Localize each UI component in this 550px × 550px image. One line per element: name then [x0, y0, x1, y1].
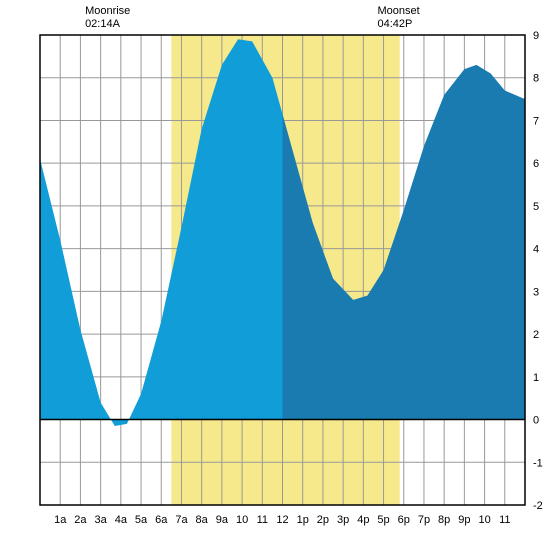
y-tick-label: 5 [533, 201, 539, 213]
x-tick-label: 8p [438, 514, 450, 526]
y-tick-label: 6 [533, 158, 539, 170]
x-tick-label: 7p [418, 514, 430, 526]
x-tick-label: 11 [257, 514, 268, 526]
x-tick-label: 11 [499, 514, 510, 526]
x-tick-label: 10 [236, 514, 248, 526]
x-tick-label: 4a [115, 514, 128, 526]
x-tick-label: 12 [276, 514, 288, 526]
y-tick-label: -1 [533, 457, 543, 469]
x-tick-label: 2p [317, 514, 329, 526]
x-tick-label: 9p [458, 514, 470, 526]
moonrise-time: 02:14A [85, 18, 121, 30]
x-tick-label: 1p [297, 514, 309, 526]
x-tick-label: 9a [216, 514, 229, 526]
y-tick-label: -2 [533, 500, 543, 512]
x-tick-label: 3p [337, 514, 349, 526]
moonset-label: Moonset [377, 5, 419, 17]
x-tick-label: 5a [135, 514, 148, 526]
x-tick-label: 3a [95, 514, 108, 526]
y-tick-label: 8 [533, 73, 539, 85]
y-tick-label: 1 [533, 372, 539, 384]
x-tick-label: 8a [196, 514, 209, 526]
y-tick-label: 0 [533, 415, 539, 427]
tide-chart: -2-101234567891a2a3a4a5a6a7a8a9a1011121p… [0, 0, 550, 550]
x-tick-label: 6p [398, 514, 410, 526]
x-tick-label: 10 [478, 514, 490, 526]
x-tick-label: 6a [155, 514, 168, 526]
x-tick-label: 4p [357, 514, 369, 526]
x-tick-label: 5p [377, 514, 389, 526]
x-tick-label: 7a [175, 514, 188, 526]
y-tick-label: 9 [533, 30, 539, 42]
y-tick-label: 3 [533, 286, 539, 298]
y-tick-label: 2 [533, 329, 539, 341]
moonset-time: 04:42P [377, 18, 412, 30]
x-tick-label: 1a [54, 514, 67, 526]
y-tick-label: 4 [533, 244, 539, 256]
moonrise-label: Moonrise [85, 5, 130, 17]
y-tick-label: 7 [533, 115, 539, 127]
x-tick-label: 2a [74, 514, 87, 526]
